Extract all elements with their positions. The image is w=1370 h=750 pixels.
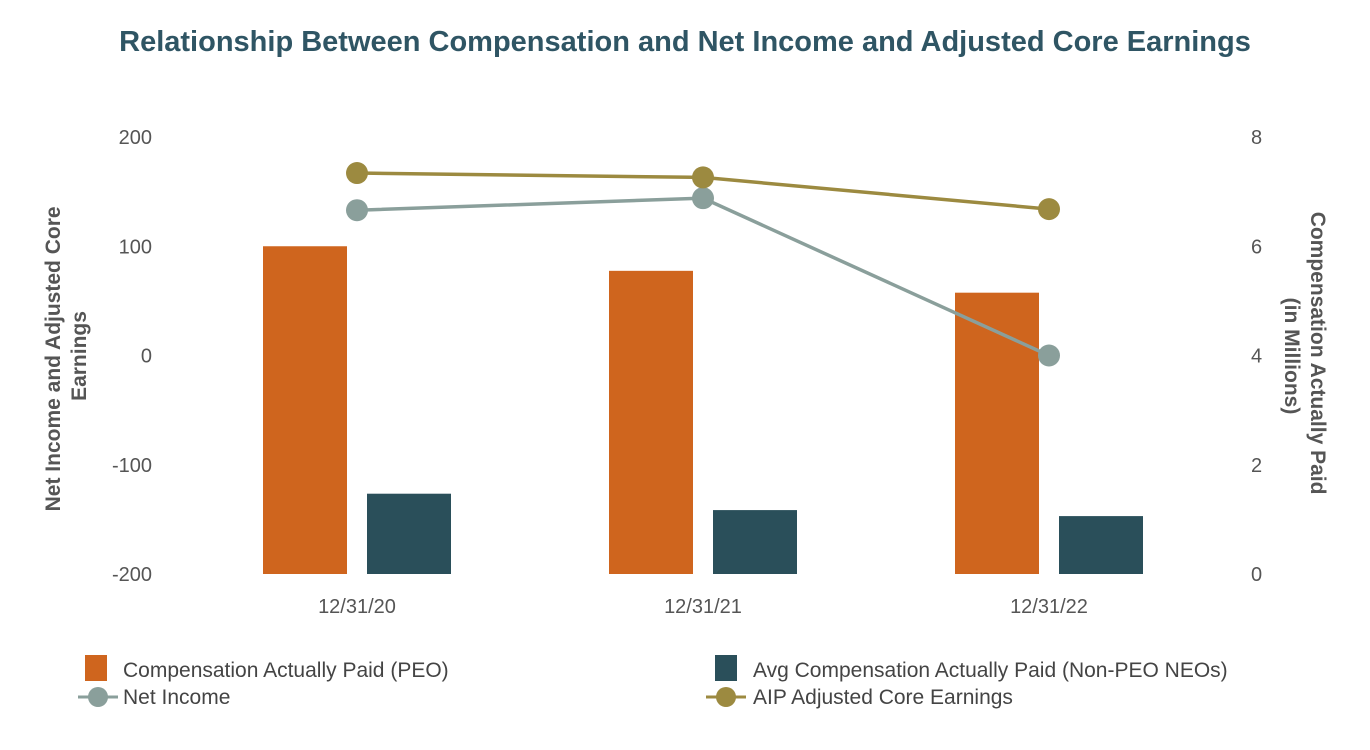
bar-non-peo: [367, 493, 451, 574]
bar-peo: [609, 270, 693, 574]
legend-swatch-peo: [85, 655, 107, 681]
right-tick-label: 4: [1251, 346, 1262, 368]
right-tick-label: 8: [1251, 127, 1262, 149]
bar-peo: [263, 246, 347, 574]
right-tick-label: 2: [1251, 455, 1262, 477]
legend-label-peo: Compensation Actually Paid (PEO): [123, 659, 449, 682]
legend: Compensation Actually Paid (PEO) Avg Com…: [78, 655, 1228, 709]
legend-label-non-peo: Avg Compensation Actually Paid (Non-PEO …: [753, 659, 1228, 682]
legend-label-net-income: Net Income: [123, 686, 230, 709]
x-tick-label: 12/31/22: [1010, 596, 1088, 618]
x-tick-label: 12/31/21: [664, 596, 742, 618]
left-axis-title-line1: Net Income and Adjusted Core: [42, 206, 65, 511]
x-tick-label: 12/31/20: [318, 596, 396, 618]
point-net-income: [1038, 344, 1060, 367]
chart-title: Relationship Between Compensation and Ne…: [119, 26, 1251, 58]
right-tick-label: 6: [1251, 236, 1262, 258]
bar-peo: [955, 292, 1039, 574]
left-axis-title: Net Income and Adjusted Core Earnings: [42, 201, 91, 512]
line-net-income: [356, 196, 1050, 358]
point-aip: [346, 162, 368, 185]
bar-non-peo: [1059, 516, 1143, 574]
point-aip: [692, 166, 714, 189]
right-axis-title: Compensation Actually Paid (in Millions): [1280, 212, 1329, 501]
legend-marker-aip: [716, 687, 736, 707]
left-tick-label: -100: [112, 455, 152, 477]
right-axis-title-line1: Compensation Actually Paid: [1306, 212, 1329, 495]
point-net-income: [692, 187, 714, 210]
left-tick-label: 100: [119, 236, 152, 258]
point-aip: [1038, 198, 1060, 221]
left-tick-label: 200: [119, 127, 152, 149]
right-tick-label: 0: [1251, 564, 1262, 586]
point-net-income: [346, 199, 368, 222]
right-axis-title-line2: (in Millions): [1280, 298, 1303, 415]
left-tick-label: -200: [112, 564, 152, 586]
left-tick-label: 0: [141, 346, 152, 368]
bar-non-peo: [713, 510, 797, 574]
left-axis-title-line2: Earnings: [68, 311, 91, 401]
legend-swatch-non-peo: [715, 655, 737, 681]
legend-marker-net-income: [88, 687, 108, 707]
legend-label-aip: AIP Adjusted Core Earnings: [753, 686, 1013, 709]
